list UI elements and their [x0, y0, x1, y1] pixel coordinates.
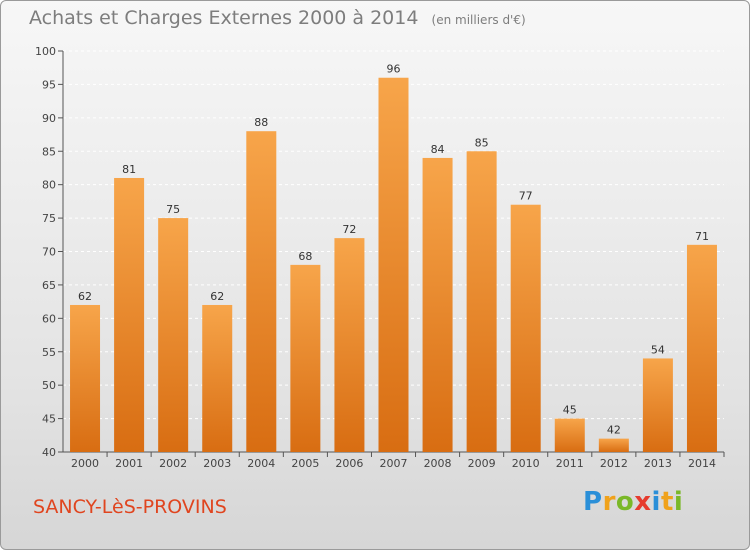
x-tick-label: 2004: [247, 457, 275, 470]
bar: [686, 244, 717, 452]
x-tick-label: 2003: [203, 457, 231, 470]
x-tick-label: 2013: [644, 457, 672, 470]
y-tick-label: 90: [42, 112, 56, 125]
bar: [642, 358, 673, 452]
x-tick-label: 2006: [335, 457, 363, 470]
bar: [202, 304, 233, 452]
value-label: 75: [166, 203, 180, 216]
value-label: 71: [695, 230, 709, 243]
chart-title: Achats et Charges Externes 2000 à 2014 (…: [29, 7, 526, 29]
y-tick-label: 50: [42, 379, 56, 392]
value-label: 62: [78, 290, 92, 303]
logo-letter: o: [615, 487, 635, 517]
x-tick-label: 2007: [380, 457, 408, 470]
logo-letter: r: [602, 487, 616, 517]
bar: [158, 218, 189, 452]
value-label: 85: [475, 136, 489, 149]
value-label: 81: [122, 163, 136, 176]
y-tick-label: 100: [35, 45, 56, 58]
y-tick-label: 85: [42, 145, 56, 158]
value-label: 72: [342, 223, 356, 236]
y-tick-label: 70: [42, 246, 56, 259]
value-label: 42: [607, 424, 621, 437]
value-label: 84: [431, 143, 445, 156]
bar: [422, 157, 453, 452]
y-tick-label: 60: [42, 312, 56, 325]
bar: [114, 177, 145, 452]
x-tick-label: 2008: [424, 457, 452, 470]
y-tick-label: 45: [42, 413, 56, 426]
bar: [510, 204, 541, 452]
chart-unit: (en milliers d'€): [431, 13, 526, 27]
x-tick-label: 2000: [71, 457, 99, 470]
bar: [378, 77, 409, 452]
x-tick-label: 2010: [512, 457, 540, 470]
logo-letter: x: [634, 487, 652, 517]
bar: [466, 151, 497, 452]
y-tick-label: 65: [42, 279, 56, 292]
value-label: 88: [254, 116, 268, 129]
value-label: 45: [563, 404, 577, 417]
logo-letter: P: [583, 487, 603, 517]
proxiti-logo: Proxiti: [583, 487, 683, 517]
logo-letter: i: [673, 487, 684, 517]
bar: [554, 418, 585, 452]
logo-letter: t: [660, 487, 674, 517]
x-tick-label: 2009: [468, 457, 496, 470]
logo-letter: i: [651, 487, 661, 517]
city-name: SANCY-LèS-PROVINS: [33, 496, 227, 518]
value-label: 62: [210, 290, 224, 303]
x-tick-label: 2012: [600, 457, 628, 470]
x-tick-label: 2005: [291, 457, 319, 470]
x-tick-label: 2001: [115, 457, 143, 470]
y-tick-label: 95: [42, 78, 56, 91]
x-tick-label: 2002: [159, 457, 187, 470]
bar: [70, 304, 101, 452]
chart-title-text: Achats et Charges Externes 2000 à 2014: [29, 7, 419, 29]
y-tick-label: 75: [42, 212, 56, 225]
value-label: 96: [387, 63, 401, 76]
y-tick-label: 55: [42, 346, 56, 359]
value-label: 68: [298, 250, 312, 263]
bar: [598, 438, 629, 452]
x-tick-label: 2011: [556, 457, 584, 470]
bar: [290, 264, 321, 452]
bar: [334, 238, 365, 452]
x-tick-label: 2014: [688, 457, 716, 470]
bar: [246, 131, 277, 452]
value-label: 77: [519, 190, 533, 203]
y-tick-label: 80: [42, 179, 56, 192]
value-label: 54: [651, 343, 665, 356]
y-tick-label: 40: [42, 446, 56, 459]
